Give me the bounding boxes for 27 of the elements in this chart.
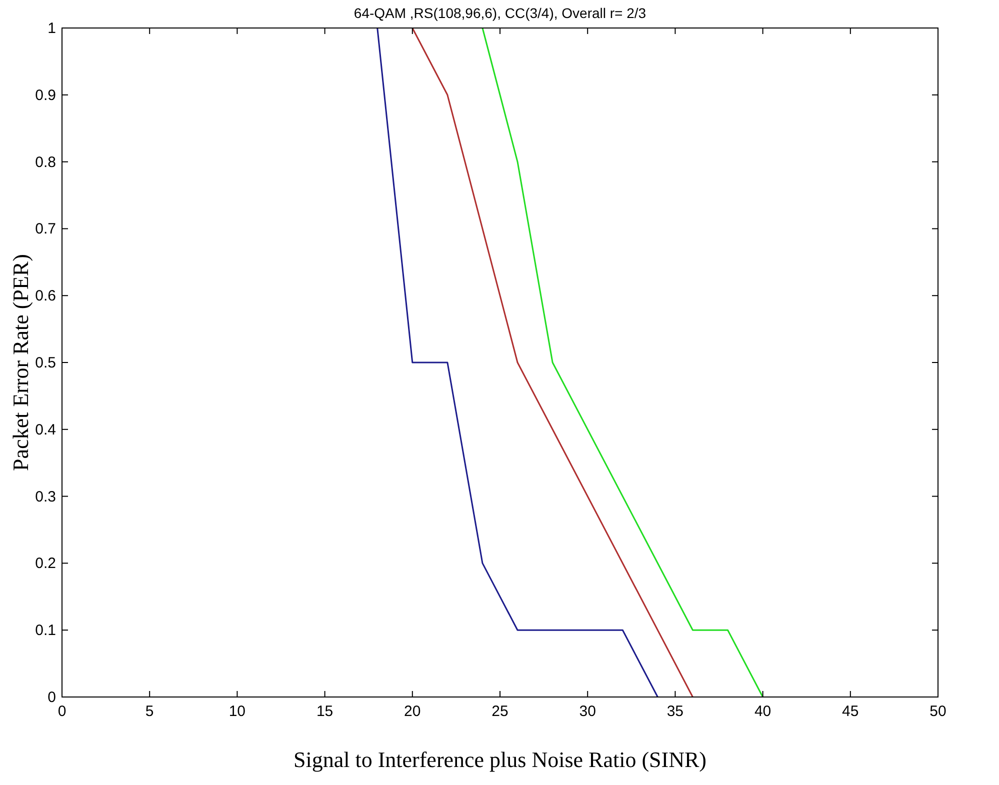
x-tick-label: 50 (930, 703, 946, 720)
line-series (482, 27, 764, 698)
y-tick-label: 0.6 (35, 288, 56, 305)
chart-title: 64-QAM ,RS(108,96,6), CC(3/4), Overall r= 2/3 (354, 5, 646, 21)
x-axis-title: Signal to Interference plus Noise Ratio (SINR) (293, 747, 707, 772)
y-tick-label: 0.1 (35, 622, 56, 640)
y-tick-label: 0.5 (35, 354, 56, 372)
x-tick-label: 15 (316, 703, 334, 720)
y-tick-label: 0.8 (35, 154, 56, 171)
y-tick-label: 0.2 (35, 555, 56, 572)
line-series (376, 27, 658, 698)
x-tick-label: 40 (754, 703, 772, 720)
y-tick-label: 0.9 (35, 86, 56, 104)
x-tick-label: 35 (666, 703, 684, 720)
y-axis-title: Packet Error Rate (PER) (8, 254, 33, 471)
x-tick-label: 45 (842, 703, 859, 720)
y-tick-label: 0 (48, 689, 56, 706)
x-tick-label: 25 (492, 703, 508, 720)
y-tick-label: 0.3 (35, 488, 56, 506)
y-tick-label: 0.7 (35, 220, 56, 238)
y-tick-label: 1 (48, 20, 56, 37)
line-series (412, 27, 694, 698)
x-tick-label: 10 (228, 703, 246, 720)
y-tick-label: 0.4 (35, 421, 56, 438)
x-tick-label: 30 (579, 703, 596, 720)
x-tick-label: 5 (145, 703, 154, 720)
x-tick-label: 20 (404, 703, 421, 720)
